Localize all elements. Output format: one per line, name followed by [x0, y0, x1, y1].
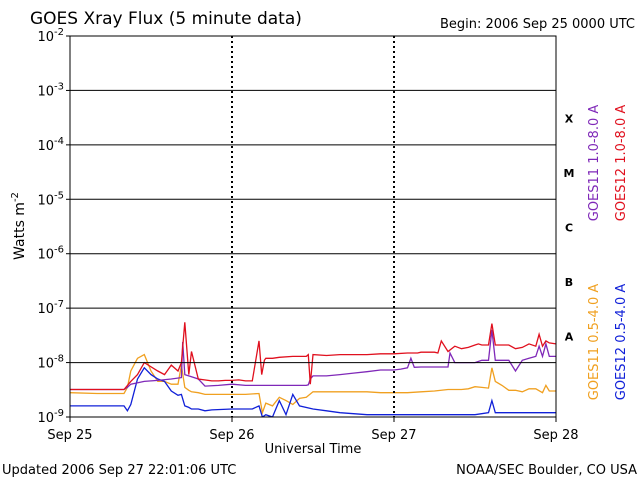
flare-class-label: X: [565, 113, 574, 126]
y-axis-title: Watts m-2: [10, 192, 28, 260]
series-line: [70, 322, 556, 391]
y-tick-base: 10: [37, 357, 54, 372]
y-tick-label: 10-2: [37, 27, 64, 45]
begin-label: Begin: 2006 Sep 25 0000 UTC: [440, 17, 635, 32]
y-tick-label: 10-8: [37, 354, 64, 372]
y-tick-exponent: -9: [54, 408, 64, 419]
y-tick-label: 10-3: [37, 81, 64, 99]
flare-class-label: B: [565, 276, 573, 289]
y-tick-exponent: -2: [54, 27, 64, 38]
y-tick-base: 10: [37, 302, 54, 317]
y-tick-label: 10-4: [37, 136, 64, 154]
x-tick-label: Sep 28: [533, 428, 578, 443]
y-tick-base: 10: [37, 411, 54, 426]
flare-class-label: A: [565, 330, 574, 343]
y-axis-label-exponent: -2: [10, 192, 21, 202]
x-axis-ticks: Sep 25 Sep 26 Sep 27 Sep 28: [47, 417, 579, 443]
footer-credit: NOAA/SEC Boulder, CO USA: [456, 463, 637, 478]
legend-entry: GOES11 0.5-4.0 A: [587, 284, 602, 401]
flare-class-label: M: [564, 167, 575, 180]
y-tick-base: 10: [37, 30, 54, 45]
y-tick-base: 10: [37, 139, 54, 154]
y-tick-base: 10: [37, 84, 54, 99]
day-markers: [231, 36, 395, 417]
y-tick-label: 10-6: [37, 245, 64, 263]
y-tick-exponent: -3: [54, 81, 64, 92]
x-tick-label: Sep 27: [371, 428, 416, 443]
grid-lines: [70, 35, 556, 418]
x-tick-label: Sep 26: [209, 428, 254, 443]
legend: GOES11 1.0-8.0 A GOES12 1.0-8.0 A GOES11 0…: [587, 105, 629, 401]
legend-entry: GOES12 0.5-4.0 A: [614, 284, 629, 401]
legend-entry: GOES12 1.0-8.0 A: [614, 105, 629, 222]
footer-updated: Updated 2006 Sep 27 22:01:06 UTC: [2, 463, 236, 478]
x-axis-label: Universal Time: [265, 442, 362, 457]
y-axis-ticks: 10-210-310-410-510-610-710-810-9: [37, 27, 70, 426]
series-line: [70, 366, 556, 417]
y-tick-exponent: -4: [54, 136, 64, 147]
y-tick-label: 10-5: [37, 190, 64, 208]
flare-class-label: C: [565, 222, 573, 235]
y-tick-base: 10: [37, 193, 54, 208]
y-tick-exponent: -7: [54, 299, 64, 310]
x-tick-label: Sep 25: [47, 428, 92, 443]
series-line: [70, 353, 556, 416]
y-tick-exponent: -6: [54, 245, 64, 256]
svg-text:Watts m-2: Watts m-2: [10, 192, 28, 260]
flare-class-labels: X M C B A: [564, 113, 575, 344]
y-tick-exponent: -8: [54, 354, 64, 365]
series-line: [70, 329, 556, 391]
y-tick-label: 10-7: [37, 299, 64, 317]
legend-entry: GOES11 1.0-8.0 A: [587, 105, 602, 222]
y-tick-base: 10: [37, 248, 54, 263]
plot-series-group: [70, 322, 556, 417]
y-tick-label: 10-9: [37, 408, 64, 426]
chart-title: GOES Xray Flux (5 minute data): [30, 9, 302, 29]
y-tick-exponent: -5: [54, 190, 64, 201]
y-axis-label: Watts m: [12, 202, 28, 260]
